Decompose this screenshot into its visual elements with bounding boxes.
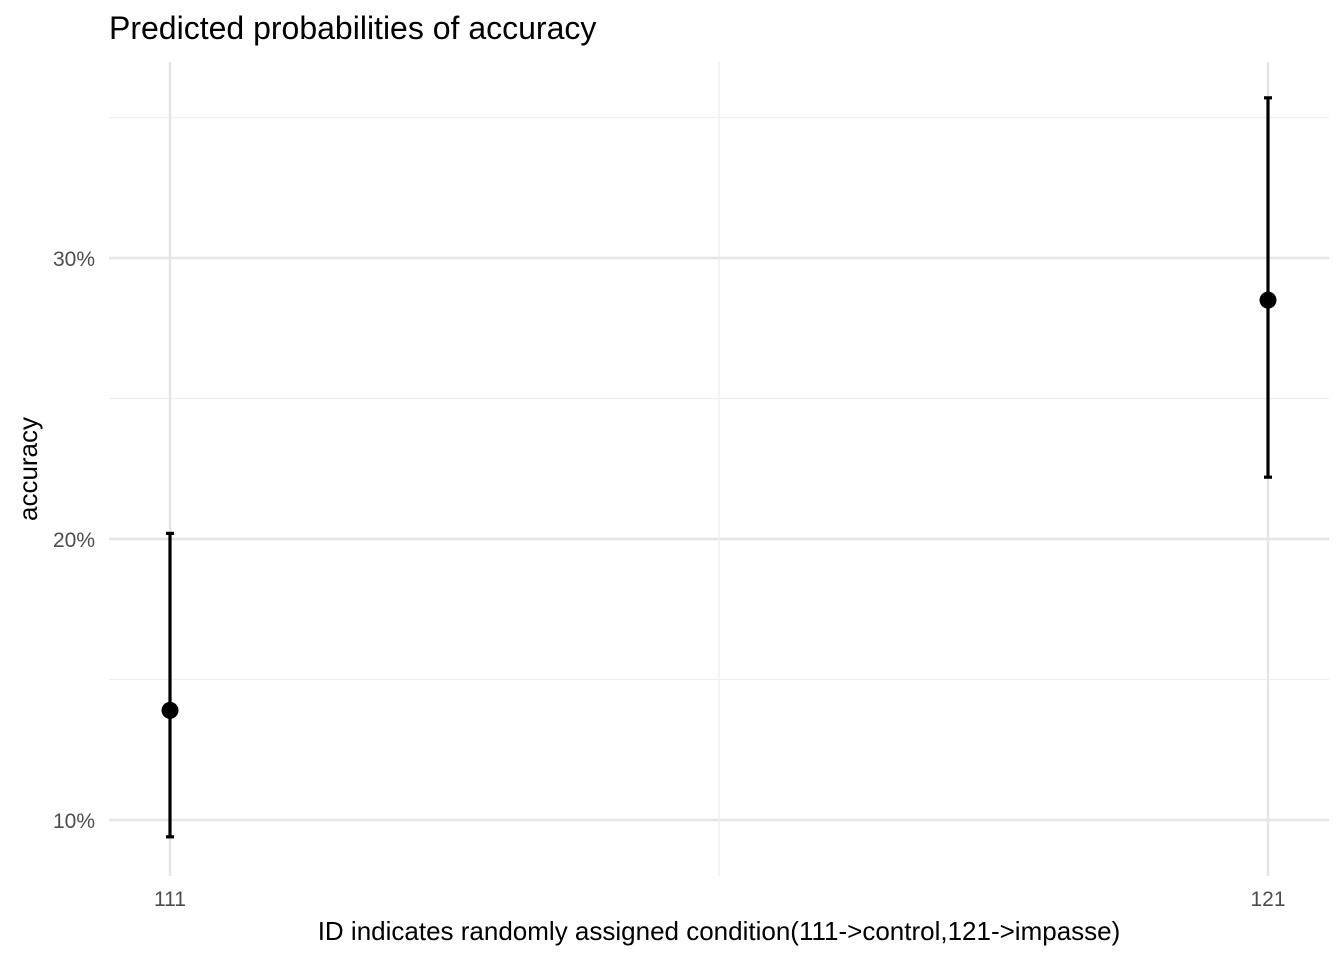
x-tick-label: 121 — [1250, 888, 1285, 911]
y-tick-label: 20% — [53, 529, 95, 552]
data-point — [161, 701, 179, 719]
x-tick-label: 111 — [154, 888, 186, 911]
y-axis-tick-labels: 10% 20% 30% — [53, 248, 95, 833]
y-tick-label: 10% — [53, 810, 95, 833]
x-axis-title: ID indicates randomly assigned condition… — [318, 916, 1121, 946]
major-gridlines-x — [168, 62, 1270, 876]
y-tick-label: 30% — [53, 248, 95, 271]
data-point — [1259, 291, 1277, 309]
x-axis-tick-labels: 111 121 — [154, 888, 1285, 911]
y-axis-title: accuracy — [13, 417, 43, 521]
data-marks — [161, 96, 1277, 839]
chart-title: Predicted probabilities of accuracy — [109, 10, 596, 46]
